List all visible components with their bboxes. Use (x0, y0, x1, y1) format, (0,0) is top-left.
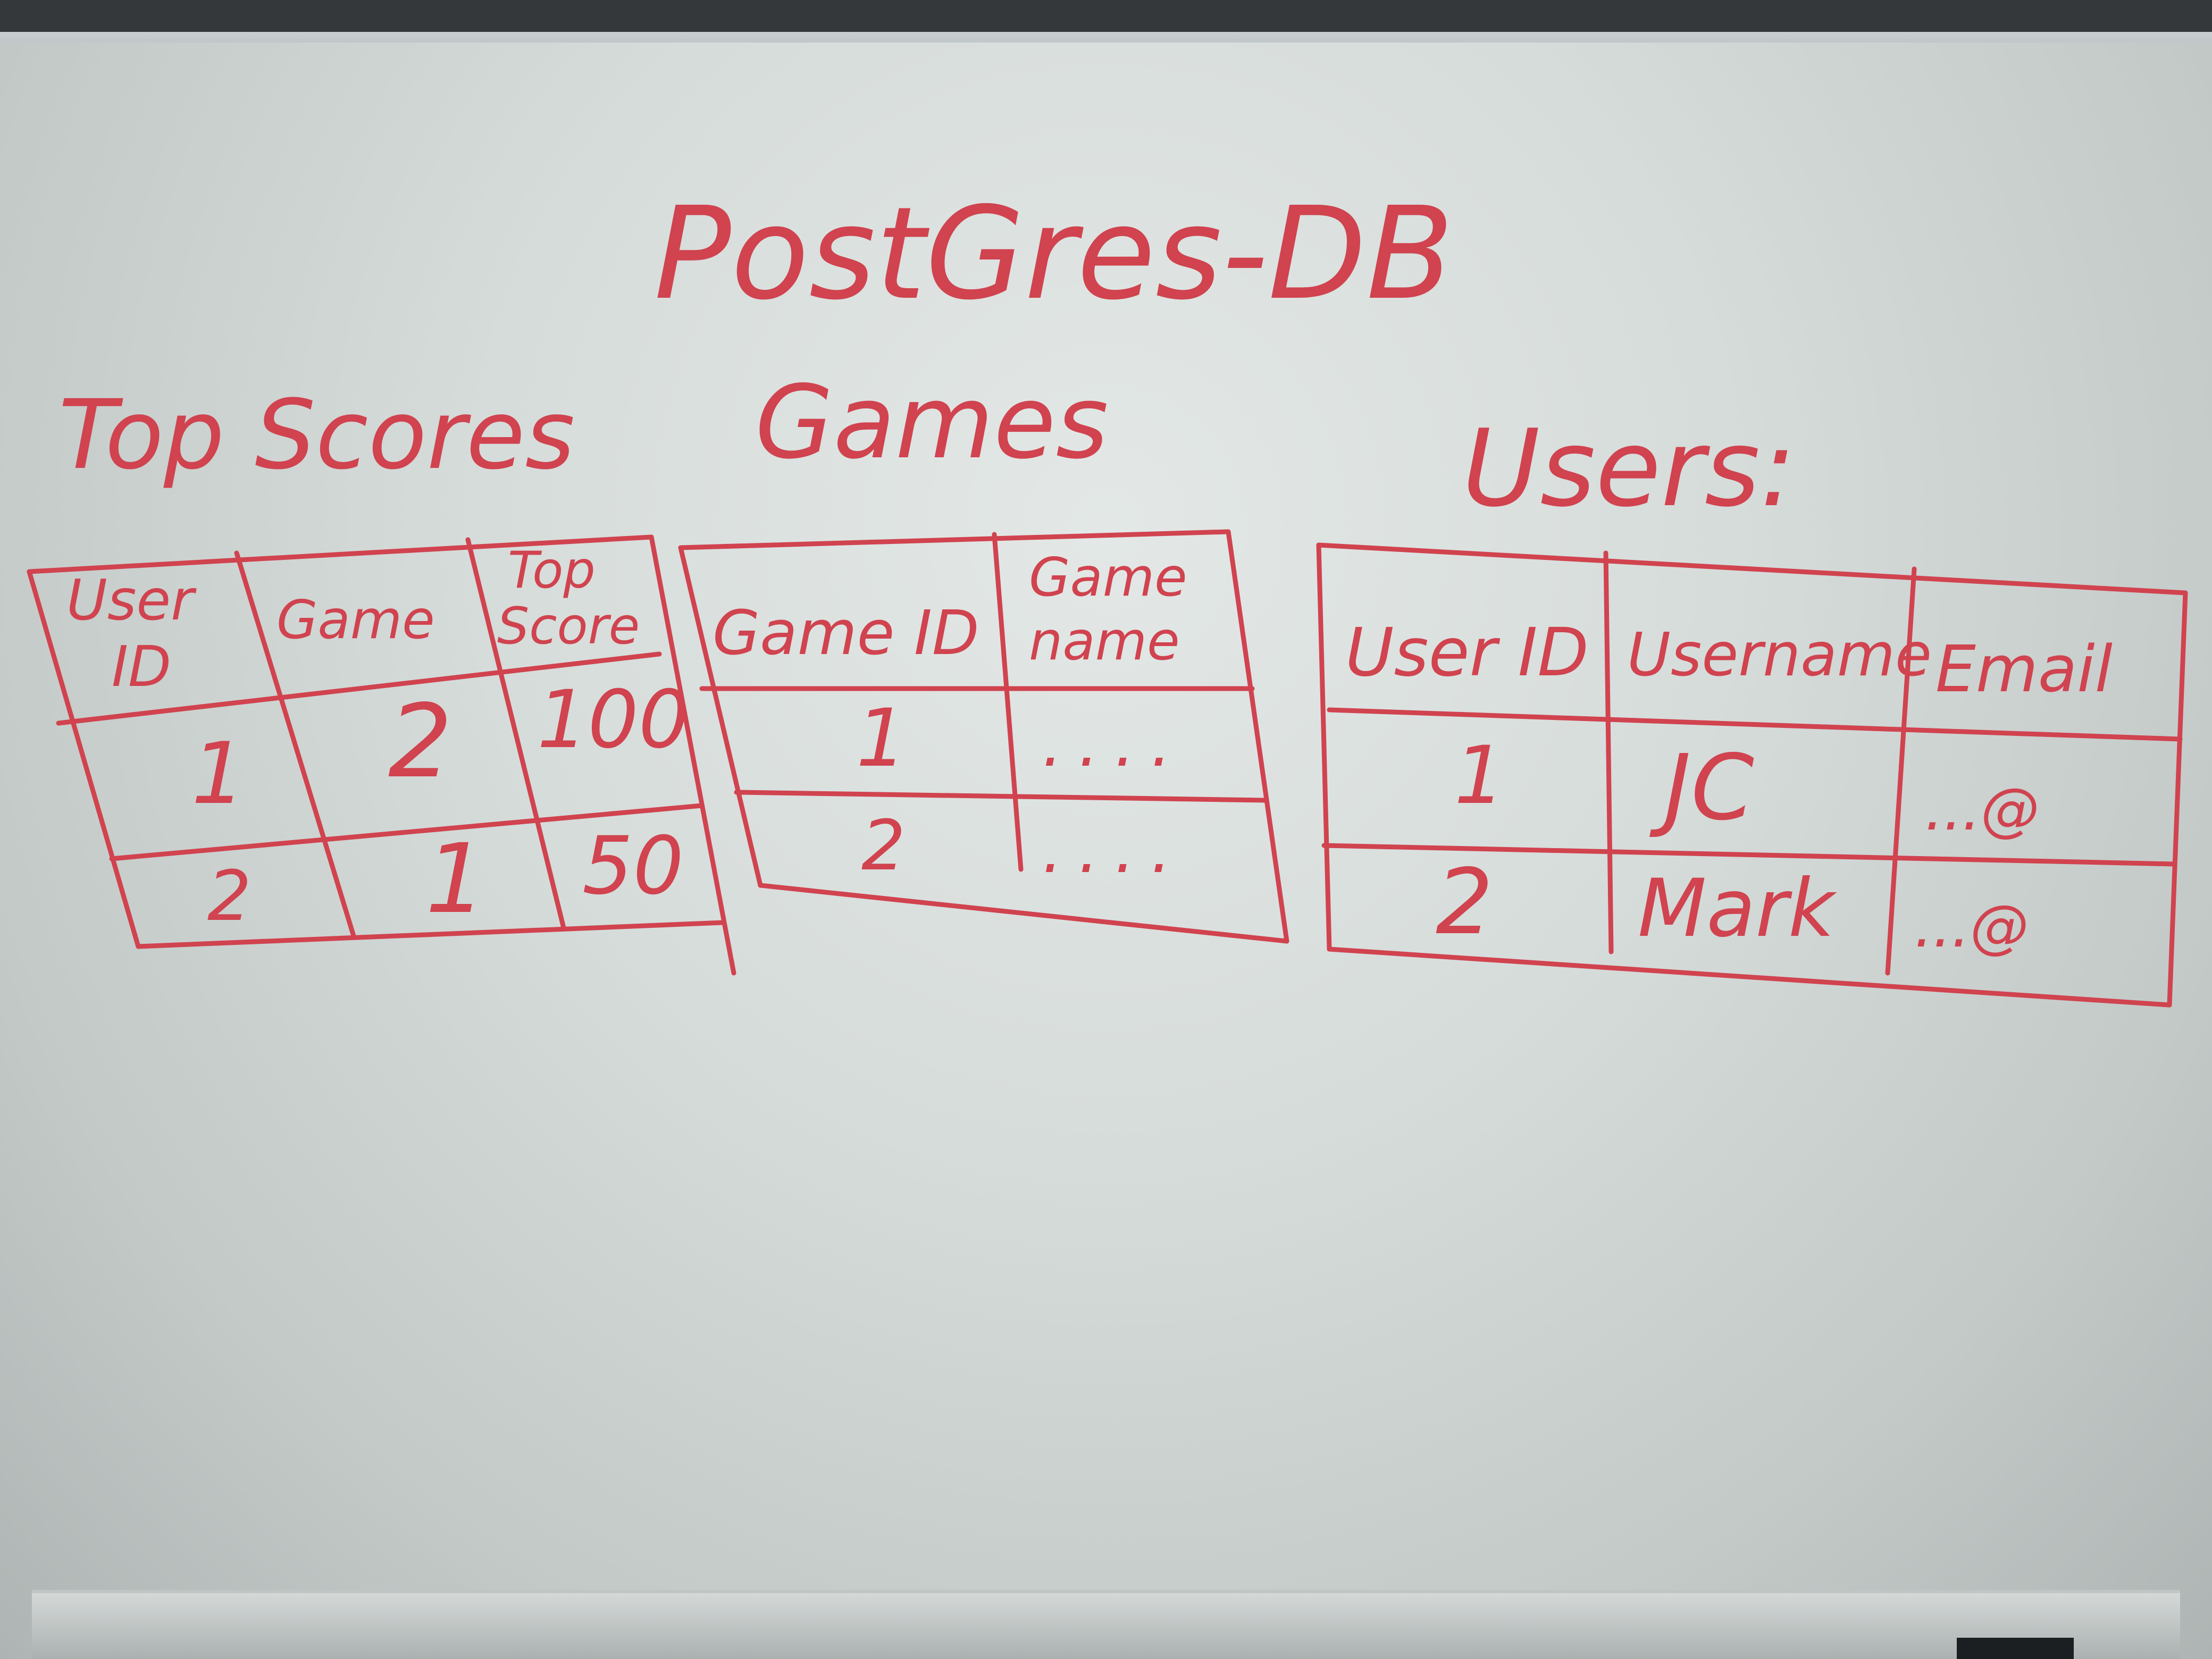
top-scores-cell: 1 (425, 824, 487, 935)
users-cell: JC (1649, 735, 1754, 841)
grid-line (992, 532, 1024, 872)
users-cell: 2 (1436, 850, 1493, 955)
grid-line (27, 569, 141, 949)
grid-line (56, 651, 662, 726)
users-cell: ...@ (1914, 892, 2029, 960)
whiteboard-tray (32, 1590, 2180, 1659)
top-scores-header-top: Top (508, 541, 596, 600)
board-title: PostGres-DB (654, 179, 1454, 328)
grid-line (465, 537, 566, 931)
users-table-name: Users: (1462, 407, 1796, 531)
grid-line (758, 883, 1289, 944)
grid-line (1321, 843, 2177, 867)
top-scores-cell: 50 (582, 820, 684, 912)
games-header-game-id: Game ID (713, 598, 979, 669)
grid-line (678, 529, 1231, 550)
users-header-user-id: User ID (1345, 614, 1589, 691)
top-scores-cell: 2 (207, 856, 252, 936)
games-table-grid (678, 529, 1289, 944)
top-scores-header-score: Score (497, 597, 640, 656)
users-cell: 1 (1454, 730, 1505, 822)
games-cell: .... (1042, 707, 1187, 781)
grid-line (734, 790, 1268, 803)
grid-line (234, 550, 356, 939)
grid-line (1226, 529, 1289, 944)
users-header-email: Email (1936, 633, 2113, 707)
top-scores-header-game: Game (276, 589, 435, 651)
top-scores-cell: 1 (191, 724, 246, 823)
games-table-name: Games (755, 364, 1109, 481)
grid-line (649, 534, 736, 976)
users-cell: ...@ (1925, 775, 2039, 843)
grid-line (27, 534, 654, 574)
users-table-grid (1316, 542, 2188, 1008)
grid-line (2167, 590, 2188, 1008)
grid-line (109, 803, 705, 861)
grid-line (1316, 542, 2188, 596)
top-scores-header-id: ID (112, 634, 171, 699)
grid-line (1327, 946, 2172, 1008)
games-header-name: name (1029, 610, 1180, 672)
top-scores-cell: 2 (388, 683, 453, 800)
top-scores-table-grid (27, 534, 736, 976)
top-scores-table-name: Top Scores (58, 380, 575, 491)
grid-line (1316, 542, 1332, 952)
grid-line (678, 545, 763, 888)
grid-line (136, 920, 726, 949)
grid-line (1603, 550, 1614, 954)
top-scores-cell: 100 (537, 674, 689, 766)
marker-on-tray (1957, 1638, 2074, 1659)
grid-line (1327, 707, 2183, 742)
users-cell: Mark (1638, 862, 1837, 955)
top-scores-header-user: User (66, 568, 197, 633)
games-cell: 2 (861, 805, 906, 886)
games-cell: 1 (856, 692, 907, 785)
users-header-username: Username (1627, 621, 1932, 690)
whiteboard (0, 43, 2212, 1659)
grid-line (1885, 566, 1917, 976)
games-cell: .... (1042, 814, 1187, 887)
games-header-game: Game (1029, 546, 1187, 608)
